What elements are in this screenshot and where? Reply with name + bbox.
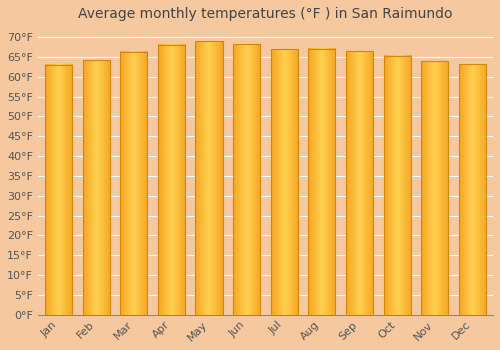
Bar (346, 51, 373, 315)
Bar (45, 65, 72, 315)
Bar (270, 49, 298, 315)
Bar (120, 52, 148, 315)
Bar (82, 60, 110, 315)
Title: Average monthly temperatures (°F ) in San Raimundo: Average monthly temperatures (°F ) in Sa… (78, 7, 452, 21)
Bar (233, 44, 260, 315)
Bar (421, 61, 448, 315)
Bar (459, 64, 486, 315)
Bar (158, 44, 185, 315)
Bar (384, 56, 410, 315)
Bar (196, 41, 222, 315)
Bar (308, 49, 336, 315)
